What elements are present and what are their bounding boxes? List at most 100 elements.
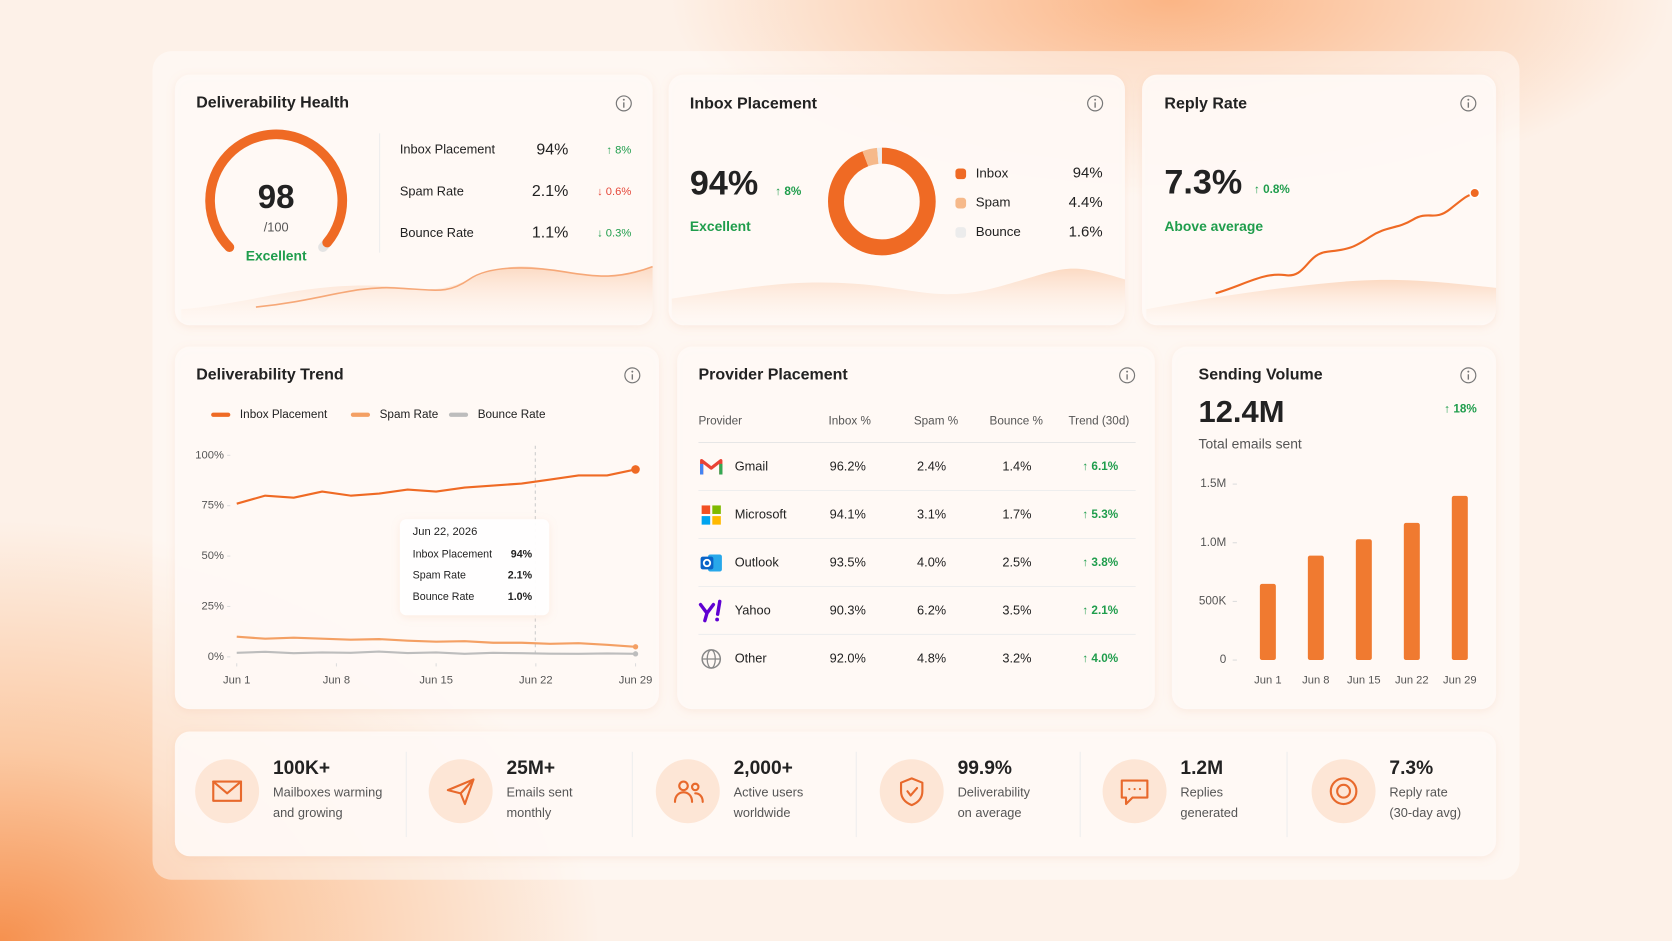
metric-change: ↓ 0.6% <box>597 186 631 198</box>
y-tick-label: 0% <box>208 651 224 663</box>
cell: 90.3% <box>830 602 866 617</box>
tooltip-date: Jun 22, 2026 <box>413 526 478 538</box>
donut-segment <box>828 147 936 256</box>
series-line <box>236 650 636 655</box>
end-dot <box>631 465 640 474</box>
series-line <box>236 635 636 648</box>
card-title: Deliverability Trend <box>196 367 343 384</box>
icon-bg <box>1311 759 1376 824</box>
content: Deliverability Health 98/100 Excellent Inbo… <box>152 51 1520 880</box>
cell: 96.2% <box>830 458 866 473</box>
stat-label: Replies <box>1180 785 1223 800</box>
cell: 2.4% <box>917 458 946 473</box>
icon <box>899 777 924 807</box>
placement-wave <box>671 268 1125 326</box>
bar <box>1403 522 1420 661</box>
legend-value: 94% <box>1073 165 1103 182</box>
big-value: 12.4M <box>1199 394 1285 429</box>
info-icon <box>1460 367 1477 384</box>
icon-bg <box>195 759 260 824</box>
legend-swatch <box>955 197 967 209</box>
status: Above average <box>1164 218 1263 234</box>
y-tick-label: 25% <box>202 600 224 612</box>
stat-value: 2,000+ <box>734 758 793 779</box>
metric-value: 94% <box>536 142 568 159</box>
info-ring <box>1119 367 1136 384</box>
x-tick-label: Jun 22 <box>519 674 553 686</box>
subtitle: Total emails sent <box>1199 435 1302 451</box>
icon <box>673 791 694 803</box>
cell: 3.5% <box>1002 602 1031 617</box>
change: ↑ 8% <box>775 185 802 198</box>
gauge-max: /100 <box>264 220 289 235</box>
big-value: 94% <box>690 165 758 203</box>
info-ring <box>615 95 632 112</box>
provider-logo <box>700 459 723 475</box>
provider-name: Gmail <box>735 458 768 473</box>
x-tick-label: Jun 15 <box>419 674 453 686</box>
info-ring <box>624 367 641 384</box>
y-tick-label: 100% <box>195 449 224 461</box>
x-tick-label: Jun 8 <box>323 674 350 686</box>
stat-label: Reply rate <box>1389 785 1447 800</box>
reply-sparkline <box>1215 192 1476 295</box>
provider-logo <box>701 649 722 669</box>
info-dot <box>1467 370 1470 373</box>
x-tick-label: Jun 29 <box>1443 674 1477 686</box>
logo <box>701 505 711 514</box>
cell: 93.5% <box>830 554 866 569</box>
card-title: Reply Rate <box>1164 96 1247 113</box>
legend-swatch <box>955 227 967 238</box>
column-header: Provider <box>698 414 742 427</box>
series-line <box>236 468 636 505</box>
tooltip-value: 2.1% <box>508 570 533 582</box>
stat-value: 1.2M <box>1180 758 1223 779</box>
info-dot <box>1126 370 1129 373</box>
info-icon <box>615 95 632 112</box>
icon <box>212 780 243 795</box>
cell: 92.0% <box>830 650 866 665</box>
bar <box>1307 555 1324 661</box>
stat-label: monthly <box>507 805 552 820</box>
legend-swatch <box>955 168 967 180</box>
stat-value: 100K+ <box>273 758 330 779</box>
cell: 94.1% <box>830 506 866 521</box>
cell: ↑ 3.8% <box>1082 556 1118 569</box>
provider-logo <box>698 599 722 623</box>
card-title: Sending Volume <box>1199 367 1323 384</box>
metric-change: ↓ 0.3% <box>597 227 631 239</box>
icon-bg <box>428 759 493 824</box>
info-dot <box>1467 98 1470 101</box>
cell: ↑ 4.0% <box>1082 652 1118 665</box>
legend-label: Inbox Placement <box>240 408 328 421</box>
metric-value: 1.1% <box>532 225 568 242</box>
column-header: Spam % <box>914 414 958 427</box>
icon-bg <box>1102 759 1167 824</box>
stat-label: Mailboxes warming <box>273 785 382 800</box>
stat-icon <box>195 759 260 824</box>
stat-label: on average <box>958 805 1022 820</box>
x-tick-label: Jun 29 <box>619 674 653 686</box>
logo <box>712 516 721 525</box>
cell: 4.0% <box>917 554 946 569</box>
tooltip-value: 94% <box>511 548 533 560</box>
placement-card <box>668 74 1125 326</box>
x-tick-label: Jun 15 <box>1347 674 1381 686</box>
info-dot <box>631 370 634 373</box>
cell: 3.1% <box>917 506 946 521</box>
info-icon <box>1087 95 1104 112</box>
y-tick-label: 500K <box>1199 595 1227 608</box>
column-header: Bounce % <box>990 414 1043 427</box>
cell: ↑ 2.1% <box>1082 604 1118 617</box>
info-dot <box>622 98 625 101</box>
health-wave-line <box>255 265 653 308</box>
provider-name: Yahoo <box>735 602 771 617</box>
icon <box>446 778 475 806</box>
y-tick-label: 1.5M <box>1200 477 1226 490</box>
gauge-value <box>205 129 348 253</box>
big-value: 7.3% <box>1164 163 1242 201</box>
legend-label: Bounce Rate <box>478 408 546 421</box>
tooltip-label: Inbox Placement <box>413 548 492 560</box>
